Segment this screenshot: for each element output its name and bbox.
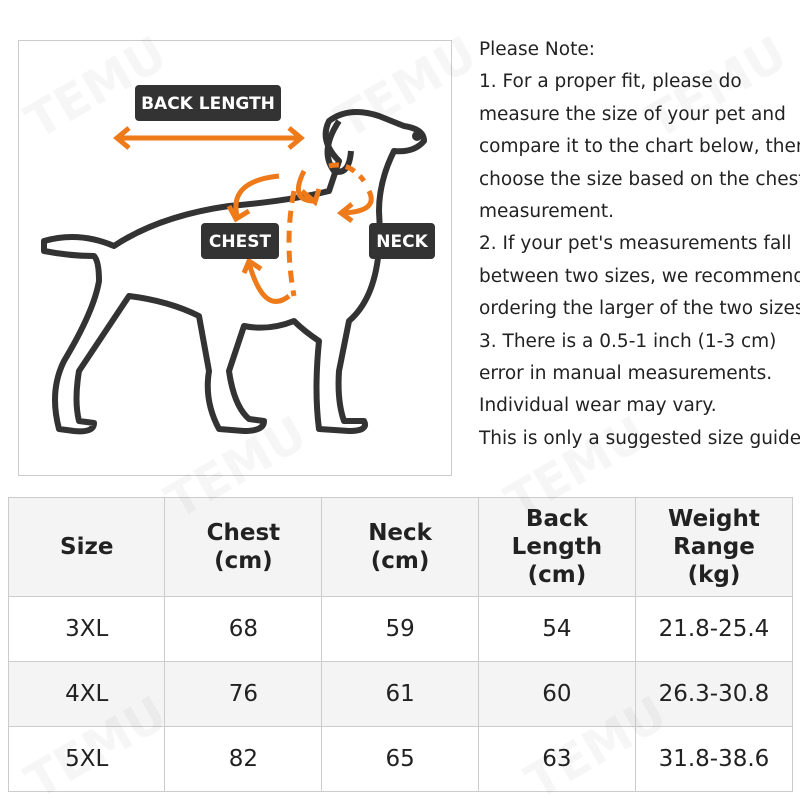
note-line: measurement. [479, 200, 614, 222]
note-line: compare it to the chart below, then [479, 136, 800, 158]
note-line: choose the size based on the chest [479, 168, 800, 190]
note-line: measure the size of your pet and [479, 103, 786, 125]
arrows [113, 126, 374, 304]
label-box [135, 85, 281, 121]
table-cell: 82 [164, 726, 323, 792]
table-cell: 68 [164, 596, 323, 662]
table-cell: 61 [321, 661, 479, 727]
label: BACK LENGTH [141, 94, 275, 114]
dog-nose [412, 131, 422, 141]
header-cell: Chest (cm) [164, 497, 323, 597]
header-cell: Neck (cm) [321, 497, 479, 597]
label: CHEST [209, 232, 272, 252]
table-cell: 31.8-38.6 [634, 726, 794, 792]
dog-outline [41, 109, 427, 435]
header-row: Size Chest (cm) Neck (cm) Back Length (c… [7, 497, 794, 597]
table-cell: 5XL [7, 726, 166, 792]
note-line: 2. If your pet's measurements fall [479, 233, 792, 255]
table-cell: 26.3-30.8 [634, 661, 794, 727]
label-box [369, 223, 435, 259]
diagram-svg: BACK LENGTH CHEST NECK [41, 85, 435, 435]
note-line: 1. For a proper fit, please do [479, 71, 742, 93]
table-row: 3XL 68 59 54 21.8-25.4 [7, 596, 794, 662]
table-cell: 63 [477, 726, 636, 792]
table-cell: 60 [477, 661, 636, 727]
table-cell: 65 [321, 726, 479, 792]
note-line: error in manual measurements. [479, 362, 773, 384]
dog-ear [324, 119, 354, 175]
table-cell: 76 [164, 661, 323, 727]
note-line: This is only a suggested size guide. [479, 427, 800, 449]
table-cell: 54 [477, 596, 636, 662]
note-line: Please Note: [479, 39, 595, 60]
size-table: Size Chest (cm) Neck (cm) Back Length (c… [7, 497, 794, 792]
table-cell: 3XL [7, 596, 166, 662]
label: NECK [376, 232, 428, 252]
header-cell: Back Length (cm) [477, 497, 636, 597]
table-row: 4XL 76 61 60 26.3-30.8 [7, 661, 794, 727]
header-cell: Size [7, 497, 166, 597]
note-line: ordering the larger of the two sizes. [479, 298, 800, 320]
table-cell: 4XL [7, 661, 166, 727]
note-line: between two sizes, we recommend [479, 265, 800, 287]
table-row: 5XL 82 65 63 31.8-38.6 [7, 726, 794, 792]
label-box [201, 223, 279, 259]
header-cell: Weight Range (kg) [634, 497, 794, 597]
table-cell: 21.8-25.4 [634, 596, 794, 662]
table-cell: 59 [321, 596, 479, 662]
note: Please Note: 1. For a proper fit, please … [479, 34, 800, 455]
dog-diagram: BACK LENGTH CHEST NECK [18, 40, 452, 476]
note-line: 3. There is a 0.5-1 inch (1-3 cm) [479, 330, 777, 352]
note-line: Individual wear may vary. [479, 395, 717, 417]
